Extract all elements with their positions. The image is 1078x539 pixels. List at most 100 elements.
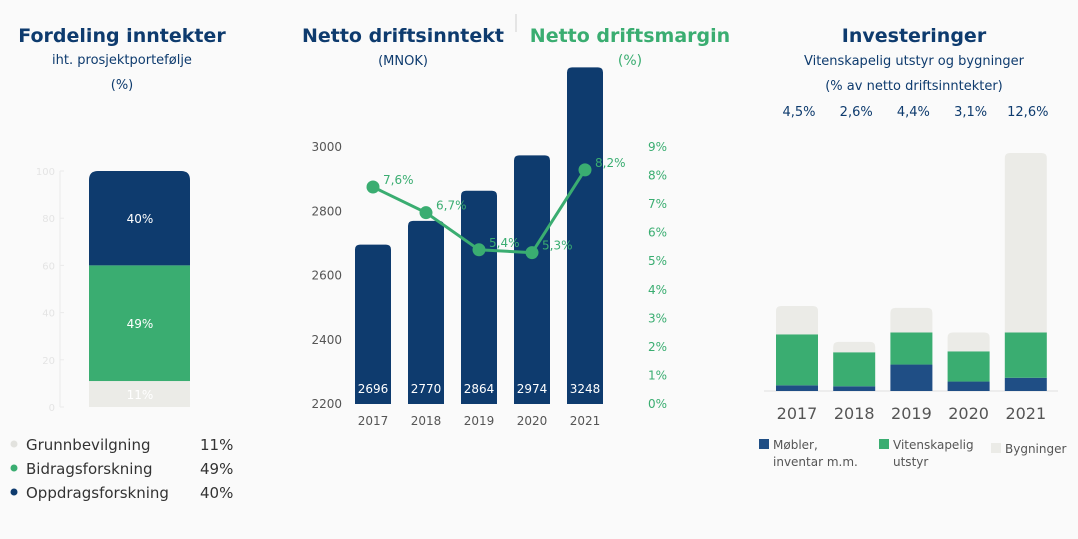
margin-point: [525, 246, 539, 260]
right-legend: Møbler, inventar m.m. Vitenskapelig utst…: [759, 438, 1066, 469]
right-y-tick-label: 0%: [648, 397, 667, 411]
bar-segment: [947, 332, 990, 352]
bar-segment: [776, 385, 818, 391]
x-tick-label: 2021: [570, 414, 601, 428]
margin-label: 5,3%: [542, 239, 573, 253]
right-y-tick-label: 5%: [648, 254, 667, 268]
margin-point: [472, 243, 486, 257]
bar-segment: [89, 171, 190, 266]
right-y-tick-label: 9%: [648, 140, 667, 154]
legend-label: inventar m.m.: [773, 455, 858, 469]
investment-total: 3,1%: [954, 105, 987, 120]
x-tick-label: 2019: [464, 414, 495, 428]
bar-segment: [776, 306, 818, 335]
bar-segment: [890, 307, 933, 333]
investment-total: 4,5%: [782, 105, 815, 120]
right-y-tick-label: 8%: [648, 169, 667, 183]
left-y-tick-label: 2200: [311, 397, 342, 411]
middle-unit-left: (MNOK): [378, 54, 428, 69]
left-y-tick-label: 3000: [311, 140, 342, 154]
bar: [461, 190, 497, 404]
y-tick-label: 80: [42, 214, 55, 225]
margin-label: 5,4%: [489, 236, 520, 250]
y-tick-label: 20: [42, 356, 55, 367]
bar-segment: [89, 381, 190, 407]
x-tick-label: 2020: [517, 414, 548, 428]
legend-dot-grunnbevilgning: [10, 440, 18, 448]
legend-swatch-vitenskapelig: [879, 439, 889, 449]
y-tick-label: 100: [36, 167, 55, 178]
legend-label: Oppdragsforskning: [26, 484, 169, 502]
legend-label: utstyr: [893, 455, 928, 469]
legend-label: Bidragsforskning: [26, 460, 153, 478]
bar-label: 2864: [464, 382, 495, 396]
bar-segment: [947, 351, 990, 382]
y-tick-label: 0: [49, 403, 55, 414]
right-y-tick-label: 2%: [648, 340, 667, 354]
investment-total: 4,4%: [897, 105, 930, 120]
right-y-tick-label: 3%: [648, 311, 667, 325]
right-subtitle-2: (% av netto driftsinntekter): [825, 79, 1003, 94]
legend-dot-bidragsforskning: [10, 464, 18, 472]
bar-segment: [890, 364, 933, 391]
bar-segment: [1004, 332, 1047, 378]
bar-segment: [89, 265, 190, 382]
bar-segment: [890, 332, 933, 365]
left-chart: 0 20 40 60 80 100 11% 49% 40%: [36, 167, 190, 414]
investment-total: 2,6%: [840, 105, 873, 120]
bar: [567, 67, 603, 404]
middle-title-right: Netto driftsmargin: [530, 25, 730, 47]
right-y-tick-label: 6%: [648, 226, 667, 240]
legend-swatch-mobler: [759, 439, 769, 449]
bar-label: 2696: [358, 382, 389, 396]
margin-point: [366, 180, 380, 194]
legend-label: Bygninger: [1005, 442, 1066, 456]
x-tick-label: 2020: [948, 404, 989, 423]
right-y-tick-label: 4%: [648, 283, 667, 297]
right-y-tick-label: 7%: [648, 197, 667, 211]
x-tick-label: 2017: [358, 414, 389, 428]
legend-label: Møbler,: [773, 438, 818, 452]
bar-segment: [1004, 377, 1047, 391]
middle-chart: 2200 2400 2600 2800 3000 0% 1% 2% 3% 4% 5% 6% 7% 8% 9%…: [311, 67, 667, 428]
legend-label: Grunnbevilgning: [26, 436, 151, 454]
left-y-tick-label: 2400: [311, 333, 342, 347]
x-tick-label: 2018: [834, 404, 875, 423]
right-subtitle: Vitenskapelig utstyr og bygninger: [804, 54, 1025, 69]
x-tick-label: 2018: [411, 414, 442, 428]
right-chart: 2017 4,5% 2018 2,6% 2019 4,4% 2020 3,1% 2021 12,6…: [764, 105, 1058, 423]
bar: [514, 155, 550, 404]
y-tick-label: 40: [42, 309, 55, 320]
bar: [408, 220, 444, 404]
legend-value: 40%: [200, 484, 233, 502]
legend-label: Vitenskapelig: [893, 438, 974, 452]
x-tick-label: 2017: [777, 404, 818, 423]
bar-segment: [776, 334, 818, 386]
left-legend: Grunnbevilgning 11% Bidragsforskning 49%…: [10, 436, 233, 502]
left-title: Fordeling inntekter: [18, 25, 226, 47]
legend-value: 11%: [200, 436, 233, 454]
bar-segment: [947, 381, 990, 391]
bar-label: 3248: [570, 382, 601, 396]
margin-point: [419, 206, 433, 220]
bar-segment: [833, 352, 876, 387]
margin-label: 8,2%: [595, 156, 626, 170]
bar-segment: [1004, 153, 1047, 333]
legend-value: 49%: [200, 460, 233, 478]
middle-title-left: Netto driftsinntekt: [302, 25, 504, 47]
right-title: Investeringer: [842, 25, 987, 47]
left-y-tick-label: 2800: [311, 204, 342, 218]
middle-unit-right: (%): [618, 53, 642, 69]
bar-label: 2770: [411, 382, 442, 396]
left-unit: (%): [111, 78, 134, 93]
margin-label: 6,7%: [436, 199, 467, 213]
bar-segment: [833, 341, 876, 353]
investment-total: 12,6%: [1007, 105, 1048, 120]
bar-label: 2974: [517, 382, 548, 396]
legend-dot-oppdragsforskning: [10, 488, 18, 496]
margin-point: [578, 163, 592, 177]
bar: [355, 244, 391, 404]
margin-label: 7,6%: [383, 173, 414, 187]
legend-swatch-bygninger: [991, 443, 1001, 453]
